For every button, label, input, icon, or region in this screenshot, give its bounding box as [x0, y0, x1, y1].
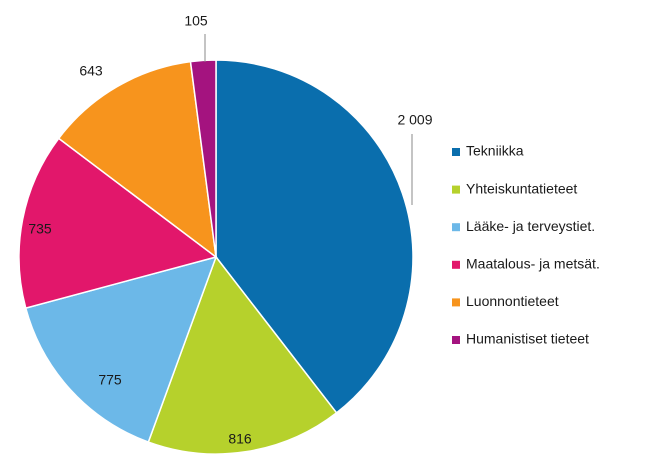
pie-slice — [18, 137, 218, 310]
pie-slice — [57, 60, 217, 259]
legend-swatch — [452, 185, 460, 194]
legend-label: Yhteiskuntatieteet — [466, 180, 577, 196]
legend-swatch — [452, 223, 460, 232]
legend: Tekniikka Yhteiskuntatieteet Lääke- ja ter… — [452, 143, 600, 347]
pie — [18, 59, 414, 455]
pie-slice — [24, 255, 218, 443]
pie-slice — [147, 255, 338, 455]
data-label: 2 009 — [397, 112, 432, 128]
data-label: 105 — [184, 13, 208, 29]
data-label: 816 — [228, 431, 252, 447]
legend-label: Maatalous- ja metsät. — [466, 256, 600, 272]
legend-swatch — [452, 148, 460, 156]
data-label: 735 — [28, 221, 52, 237]
legend-label: Lääke- ja terveystiet. — [466, 218, 595, 234]
data-labels: 2 009 816 775 735 643 105 — [28, 13, 432, 447]
legend-swatch — [452, 298, 460, 307]
pie-slice — [189, 59, 217, 258]
legend-label: Humanistiset tieteet — [466, 331, 589, 347]
data-label: 775 — [98, 372, 122, 388]
legend-label: Tekniikka — [466, 143, 524, 159]
pie-slice — [215, 59, 414, 414]
legend-swatch — [452, 260, 460, 269]
legend-swatch — [452, 336, 460, 344]
legend-label: Luonnontieteet — [466, 293, 559, 309]
data-label: 643 — [79, 63, 103, 79]
